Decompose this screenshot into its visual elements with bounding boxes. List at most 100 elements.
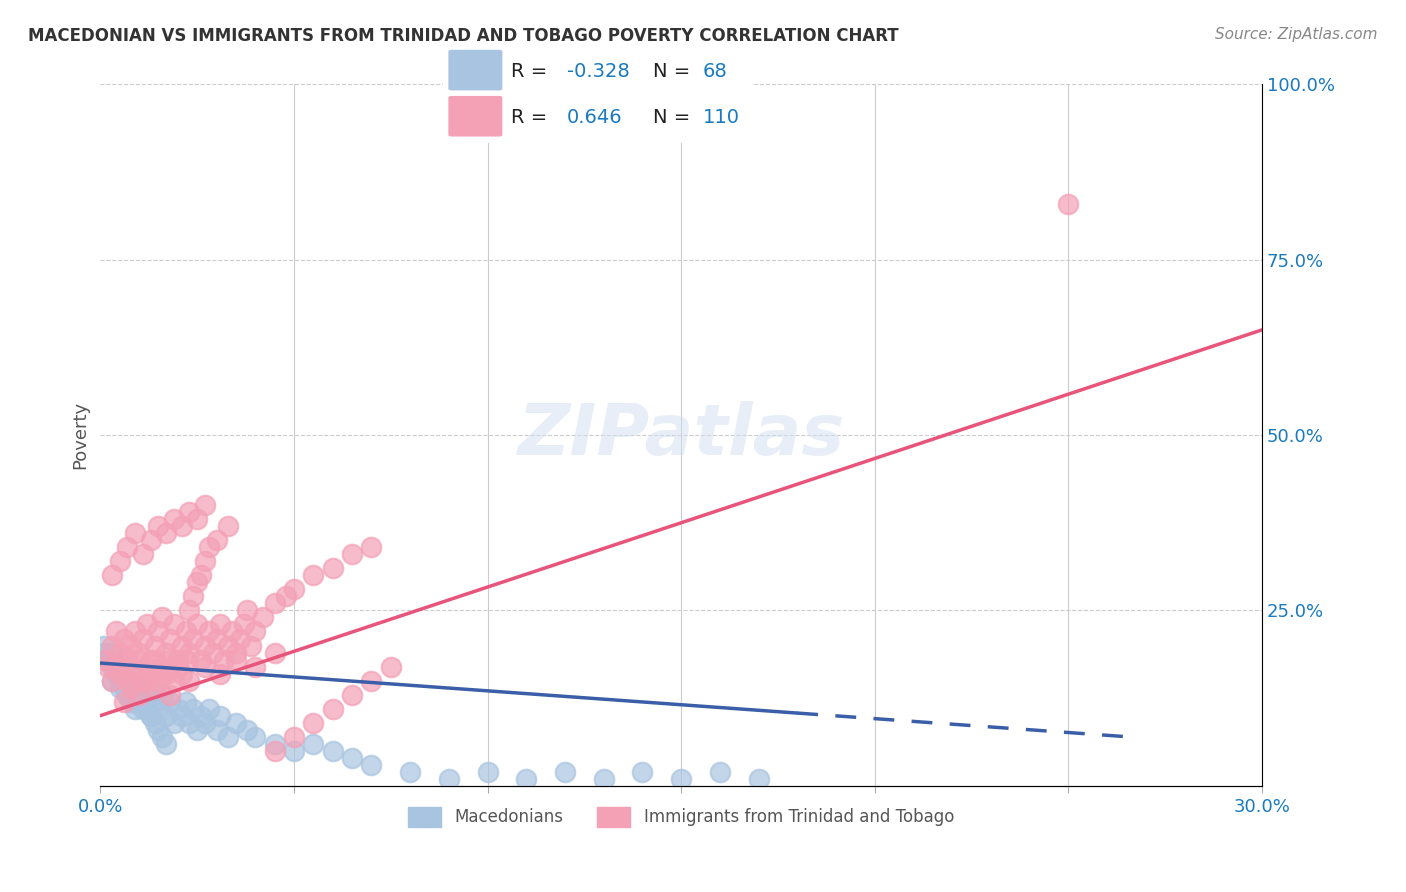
Point bbox=[322, 701, 344, 715]
Point bbox=[132, 695, 155, 709]
Point bbox=[225, 652, 247, 666]
Point bbox=[150, 659, 173, 673]
Point bbox=[554, 764, 576, 779]
Point bbox=[143, 681, 166, 695]
Point bbox=[340, 750, 363, 764]
Point bbox=[135, 659, 157, 673]
Point bbox=[163, 715, 186, 730]
Point bbox=[209, 708, 232, 723]
Point bbox=[139, 708, 162, 723]
Point bbox=[236, 723, 259, 737]
Point bbox=[117, 688, 139, 702]
Text: 0.646: 0.646 bbox=[567, 108, 623, 127]
Point bbox=[159, 688, 181, 702]
Point bbox=[360, 541, 382, 555]
Text: MACEDONIAN VS IMMIGRANTS FROM TRINIDAD AND TOBAGO POVERTY CORRELATION CHART: MACEDONIAN VS IMMIGRANTS FROM TRINIDAD A… bbox=[28, 27, 898, 45]
Point bbox=[155, 666, 177, 681]
Point bbox=[155, 526, 177, 541]
Point bbox=[263, 596, 285, 610]
Point bbox=[104, 659, 127, 673]
Point bbox=[163, 512, 186, 526]
Point bbox=[139, 708, 162, 723]
Point bbox=[120, 695, 142, 709]
Point bbox=[128, 688, 150, 702]
Point bbox=[124, 624, 146, 639]
Point bbox=[132, 632, 155, 646]
Point bbox=[201, 646, 224, 660]
Point bbox=[148, 673, 170, 688]
Point bbox=[174, 624, 197, 639]
Point bbox=[112, 632, 135, 646]
Point bbox=[194, 639, 217, 653]
Point bbox=[143, 715, 166, 730]
Point bbox=[477, 764, 499, 779]
Point bbox=[108, 554, 131, 568]
Point bbox=[112, 681, 135, 695]
Point bbox=[101, 639, 124, 653]
Point bbox=[132, 673, 155, 688]
Point bbox=[155, 708, 177, 723]
Text: N =: N = bbox=[654, 108, 697, 127]
Point bbox=[132, 701, 155, 715]
Point bbox=[163, 617, 186, 632]
Point bbox=[592, 772, 614, 786]
Point bbox=[148, 701, 170, 715]
Point bbox=[205, 632, 228, 646]
Point bbox=[128, 688, 150, 702]
Point bbox=[155, 646, 177, 660]
Point bbox=[302, 737, 325, 751]
Point bbox=[194, 554, 217, 568]
Point bbox=[148, 723, 170, 737]
Point bbox=[101, 673, 124, 688]
Point bbox=[139, 652, 162, 666]
Point bbox=[302, 715, 325, 730]
Point bbox=[174, 695, 197, 709]
Point bbox=[186, 617, 208, 632]
Point bbox=[209, 617, 232, 632]
Point bbox=[179, 673, 201, 688]
Point bbox=[225, 715, 247, 730]
Point bbox=[205, 533, 228, 548]
Point bbox=[186, 512, 208, 526]
Point bbox=[283, 744, 305, 758]
FancyBboxPatch shape bbox=[437, 43, 758, 145]
Point bbox=[124, 666, 146, 681]
Point bbox=[322, 561, 344, 575]
Point bbox=[112, 652, 135, 666]
Point bbox=[170, 666, 193, 681]
Point bbox=[360, 673, 382, 688]
Point bbox=[194, 498, 217, 512]
FancyBboxPatch shape bbox=[449, 51, 502, 90]
Point bbox=[181, 632, 204, 646]
Point bbox=[132, 547, 155, 561]
Point bbox=[197, 541, 219, 555]
Point bbox=[166, 652, 188, 666]
Point bbox=[217, 519, 239, 533]
Point bbox=[135, 688, 157, 702]
Point bbox=[209, 666, 232, 681]
Point bbox=[229, 632, 252, 646]
Point bbox=[669, 772, 692, 786]
Point bbox=[179, 603, 201, 617]
Point bbox=[159, 652, 181, 666]
Point bbox=[283, 730, 305, 744]
Point bbox=[112, 695, 135, 709]
Point bbox=[104, 666, 127, 681]
Point bbox=[101, 673, 124, 688]
Text: -0.328: -0.328 bbox=[567, 62, 630, 80]
Point bbox=[194, 715, 217, 730]
Y-axis label: Poverty: Poverty bbox=[72, 401, 89, 469]
Point bbox=[221, 624, 243, 639]
Point bbox=[186, 723, 208, 737]
Point bbox=[194, 659, 217, 673]
Point bbox=[166, 659, 188, 673]
Point bbox=[197, 624, 219, 639]
Point bbox=[108, 681, 131, 695]
Point bbox=[93, 646, 115, 660]
Point bbox=[104, 624, 127, 639]
Point bbox=[263, 744, 285, 758]
Point bbox=[97, 652, 120, 666]
Point bbox=[143, 695, 166, 709]
Point bbox=[143, 652, 166, 666]
Point bbox=[322, 744, 344, 758]
